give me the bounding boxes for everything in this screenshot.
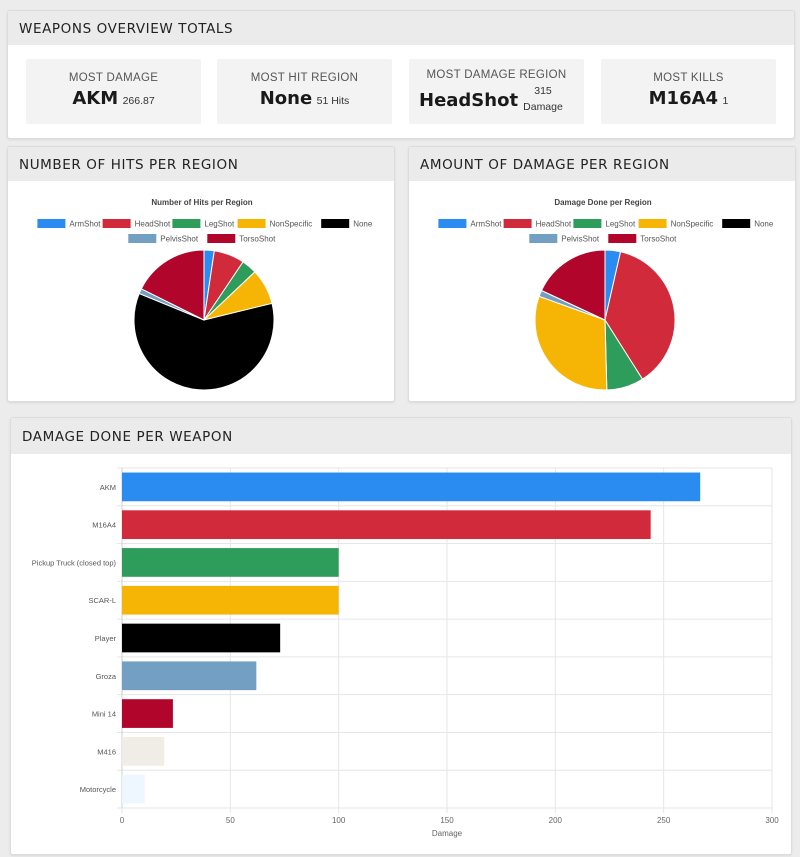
most-kills-tile: MOST KILLS M16A4 1 <box>601 59 776 124</box>
damage-legend-swatch-nonspecific <box>638 219 667 228</box>
damage-legend-label-armshot: ArmShot <box>470 220 502 229</box>
x-tick-label-0: 0 <box>120 816 125 825</box>
category-label-m416: M416 <box>97 747 116 756</box>
damage-slice-nonspecific <box>534 295 608 391</box>
bar-pickup-truck-closed-top <box>122 548 339 577</box>
damage-legend-label-nonspecific: NonSpecific <box>671 220 714 229</box>
bar-m416 <box>122 736 165 766</box>
damage-legend-swatch-armshot <box>438 219 467 228</box>
damage-legend-label-headshot: HeadShot <box>536 220 572 229</box>
damage-per-weapon-title: DAMAGE DONE PER WEAPON <box>11 418 791 454</box>
damage-legend-label-none: None <box>754 220 774 229</box>
category-label-scar-l: SCAR-L <box>88 596 116 605</box>
damage-slice-torsoshot <box>540 249 606 321</box>
most-damage-region-amount: 315 <box>534 85 552 97</box>
category-label-mini-14: Mini 14 <box>92 710 116 719</box>
hits-per-region-card: NUMBER OF HITS PER REGION Number of Hits… <box>7 146 395 402</box>
damage-legend-label-torsoshot: TorsoShot <box>640 235 677 244</box>
most-damage-tile: MOST DAMAGE AKM 266.87 <box>26 59 201 124</box>
most-damage-region-tile: MOST DAMAGE REGION HeadShot 315 Damage <box>409 59 584 124</box>
damage-pie-chart: Damage Done per Region ArmShot HeadShot Leg… <box>438 198 774 391</box>
most-kills-label: MOST KILLS <box>653 72 724 84</box>
most-hit-region-tile: MOST HIT REGION None 51 Hits <box>217 59 392 124</box>
most-hit-region-label: MOST HIT REGION <box>250 72 359 84</box>
hits-legend-swatch-nonspecific <box>237 219 266 228</box>
hits-legend-label-none: None <box>353 220 373 229</box>
damage-per-weapon-card: DAMAGE DONE PER WEAPON 0 50 100 150 200 250 30… <box>10 417 792 855</box>
most-damage-region-unit: Damage <box>523 101 563 113</box>
x-tick-label-100: 100 <box>332 816 346 825</box>
hits-slice-torsoshot <box>140 249 205 321</box>
most-kills-count: 1 <box>722 95 729 107</box>
hits-legend-label-torsoshot: TorsoShot <box>239 235 276 244</box>
overview-card: WEAPONS OVERVIEW TOTALS MOST DAMAGE AKM … <box>7 10 795 139</box>
hits-legend-label-nonspecific: NonSpecific <box>270 220 313 229</box>
damage-legend-label-pelvisshot: PelvisShot <box>561 235 600 244</box>
x-tick-label-150: 150 <box>440 816 454 825</box>
category-label-m16a4: M16A4 <box>92 521 116 530</box>
category-label-groza: Groza <box>96 672 117 681</box>
hits-legend-label-armshot: ArmShot <box>69 220 101 229</box>
bar-m16a4 <box>122 510 651 540</box>
hits-pie-chart: Number of Hits per Region ArmShot HeadShot… <box>37 198 373 391</box>
damage-legend-swatch-torsoshot <box>608 234 637 243</box>
bar-motorcycle <box>122 774 145 804</box>
most-damage-amount: 266.87 <box>122 95 155 107</box>
damage-per-region-title: AMOUNT OF DAMAGE PER REGION <box>409 147 795 181</box>
bar-scar-l <box>122 585 339 615</box>
x-tick-label-300: 300 <box>765 816 779 825</box>
most-damage-region-label: MOST DAMAGE REGION <box>426 69 567 81</box>
category-label-pickup-truck-closed-top: Pickup Truck (closed top) <box>32 558 117 567</box>
damage-chart-title: Damage Done per Region <box>554 198 651 207</box>
hits-legend-swatch-headshot <box>102 219 131 228</box>
hits-legend-label-headshot: HeadShot <box>135 220 171 229</box>
most-damage-label: MOST DAMAGE <box>68 72 159 84</box>
most-damage-region-value: HeadShot <box>419 90 519 111</box>
bar-akm <box>122 472 701 502</box>
most-kills-value: M16A4 <box>648 88 719 109</box>
bar-player <box>122 623 281 653</box>
damage-legend-swatch-pelvisshot <box>529 234 558 243</box>
overview-title: WEAPONS OVERVIEW TOTALS <box>8 11 794 45</box>
damage-legend-swatch-legshot <box>573 219 602 228</box>
bar-groza <box>122 661 257 691</box>
hits-chart-title: Number of Hits per Region <box>151 198 252 207</box>
category-label-akm: AKM <box>100 483 116 492</box>
hits-legend-swatch-none <box>321 219 350 228</box>
damage-legend-label-legshot: LegShot <box>605 220 636 229</box>
x-axis-title: Damage <box>432 829 463 838</box>
damage-legend-swatch-none <box>722 219 751 228</box>
x-tick-label-200: 200 <box>549 816 563 825</box>
most-damage-value: AKM <box>72 88 119 109</box>
most-hit-region-value: None <box>259 88 313 109</box>
hits-legend-label-pelvisshot: PelvisShot <box>160 235 199 244</box>
damage-legend-swatch-headshot <box>503 219 532 228</box>
hits-legend-swatch-legshot <box>172 219 201 228</box>
hits-legend-swatch-pelvisshot <box>128 234 157 243</box>
hits-legend-swatch-armshot <box>37 219 66 228</box>
bar-mini-14 <box>122 699 173 728</box>
hits-per-region-title: NUMBER OF HITS PER REGION <box>8 147 394 181</box>
category-label-player: Player <box>95 634 117 643</box>
hits-legend-swatch-torsoshot <box>207 234 236 243</box>
x-tick-label-250: 250 <box>657 816 671 825</box>
hits-slice-none <box>133 292 275 391</box>
weapon-damage-bar-chart: 0 50 100 150 200 250 300 AKM M16A4 Pickup Truck (… <box>32 467 779 838</box>
category-label-motorcycle: Motorcycle <box>80 785 116 794</box>
damage-per-region-card: AMOUNT OF DAMAGE PER REGION Damage Done … <box>408 146 796 402</box>
most-hit-region-count: 51 Hits <box>316 95 350 107</box>
x-tick-label-50: 50 <box>226 816 235 825</box>
hits-legend-label-legshot: LegShot <box>204 220 235 229</box>
